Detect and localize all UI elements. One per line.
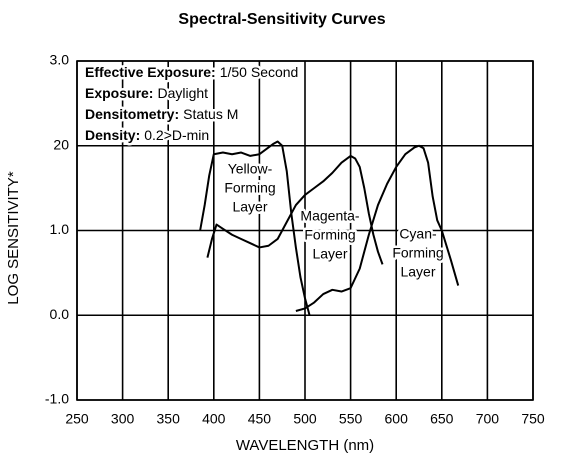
x-tick-label: 450 [248, 411, 272, 427]
x-axis-label: WAVELENGTH (nm) [236, 437, 374, 454]
y-tick-label: 20 [53, 136, 69, 152]
y-tick-label: 0.0 [50, 306, 70, 322]
x-tick-label: 700 [476, 411, 500, 427]
info-line: Density: 0.2>D-min [85, 127, 209, 143]
y-axis-label: LOG SENSITIVITY* [5, 171, 22, 305]
x-tick-label: 350 [157, 411, 181, 427]
data-line [199, 140, 311, 316]
annotation: Layer [400, 264, 435, 280]
data-line [295, 144, 460, 312]
info-line: Effective Exposure: 1/50 Second [85, 64, 298, 80]
annotation: Yellow- [228, 161, 273, 177]
data-line [206, 154, 384, 265]
x-tick-label: 400 [202, 411, 226, 427]
y-tick-label: 1.0 [50, 221, 70, 237]
annotation: Forming [304, 227, 355, 243]
info-value: 1/50 Second [220, 64, 299, 80]
info-value: Daylight [157, 85, 208, 101]
info-label: Density: [85, 127, 140, 143]
x-tick-label: 600 [385, 411, 409, 427]
x-tick-label: 500 [293, 411, 317, 427]
info-line: Densitometry: Status M [85, 106, 238, 122]
info-label: Densitometry: [85, 106, 179, 122]
annotation: Magenta- [300, 208, 359, 224]
chart-title: Spectral-Sensitivity Curves [178, 11, 385, 28]
x-tick-label: 550 [339, 411, 363, 427]
annotation: Cyan- [399, 226, 437, 242]
info-line: Exposure: Daylight [85, 85, 208, 101]
annotation: Layer [312, 246, 347, 262]
annotation: Forming [392, 245, 443, 261]
annotation: Forming [224, 180, 275, 196]
plot-frame [76, 60, 534, 401]
y-tick-label: -1.0 [45, 391, 69, 407]
info-value: 0.2>D-min [144, 127, 209, 143]
x-tick-label: 650 [430, 411, 454, 427]
info-label: Exposure: [85, 85, 153, 101]
x-tick-label: 300 [111, 411, 135, 427]
info-label: Effective Exposure: [85, 64, 216, 80]
annotation: Layer [232, 199, 267, 215]
x-tick-label: 250 [65, 411, 89, 427]
info-value: Status M [183, 106, 238, 122]
y-tick-label: 3.0 [50, 52, 70, 68]
x-tick-label: 750 [521, 411, 545, 427]
